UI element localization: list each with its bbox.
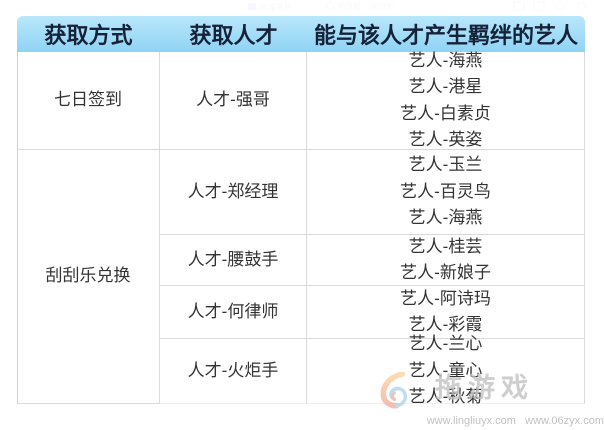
- svg-text:收藏夹栏: 收藏夹栏: [260, 2, 292, 12]
- svg-text:网页长: 网页长: [370, 1, 394, 11]
- svg-text:网页截: 网页截: [337, 1, 361, 11]
